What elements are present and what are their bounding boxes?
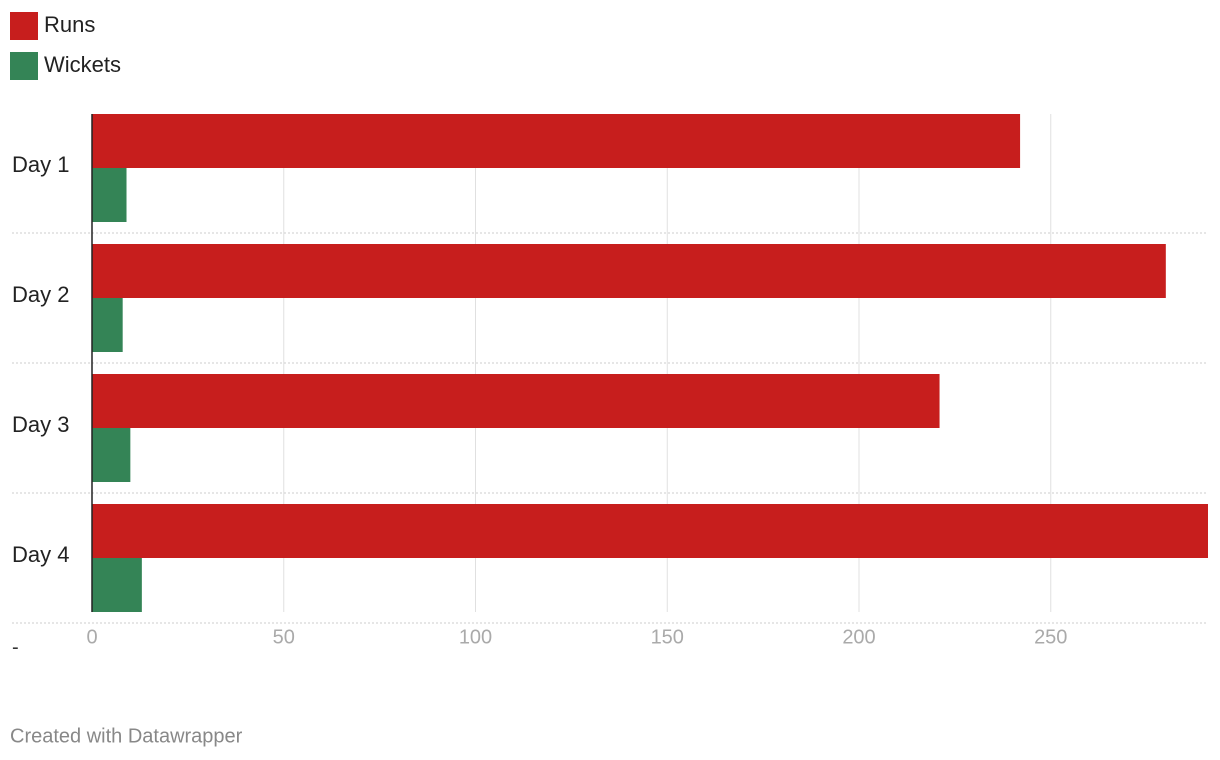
- y-tick-label: Day 4: [12, 542, 69, 567]
- x-tick-label: 100: [459, 626, 492, 648]
- legend-swatch: [10, 52, 38, 80]
- bar: [92, 504, 1208, 558]
- y-tick-label: Day 2: [12, 282, 69, 307]
- x-tick-label: 50: [273, 626, 295, 648]
- legend-label: Wickets: [44, 52, 121, 77]
- bar: [92, 558, 142, 612]
- note: -: [12, 636, 19, 658]
- x-tick-label: 250: [1034, 626, 1067, 648]
- bar: [92, 428, 131, 482]
- footer: Created with Datawrapper: [10, 725, 243, 747]
- bar: [92, 374, 940, 428]
- y-tick-label: Day 3: [12, 412, 69, 437]
- x-tick-label: 0: [86, 626, 97, 648]
- bar: [92, 298, 123, 352]
- x-tick-label: 200: [842, 626, 875, 648]
- y-tick-label: Day 1: [12, 152, 69, 177]
- bar: [92, 168, 127, 222]
- x-tick-label: 150: [651, 626, 684, 648]
- legend-label: Runs: [44, 12, 95, 37]
- bar: [92, 244, 1166, 298]
- legend-swatch: [10, 12, 38, 40]
- bar: [92, 114, 1021, 168]
